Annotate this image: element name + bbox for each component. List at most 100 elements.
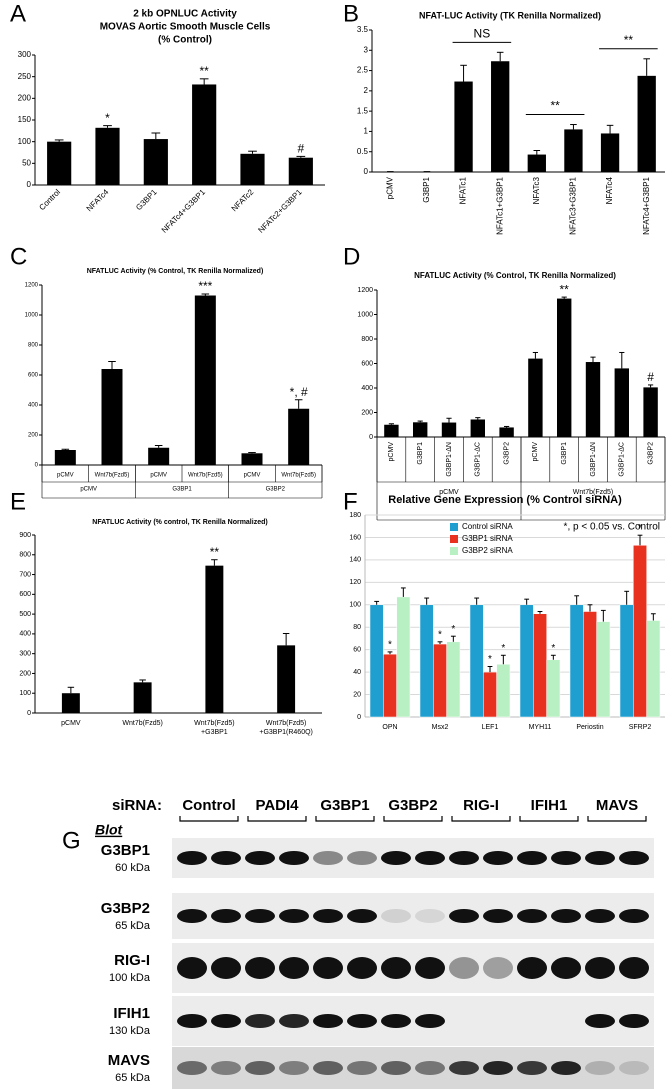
blot-band: [551, 909, 581, 923]
blot-band: [177, 909, 207, 923]
x-tick-label: NFATc4: [85, 187, 111, 213]
error-bar: [648, 384, 654, 388]
y-tick-label: 800: [19, 552, 31, 559]
blot-band: [279, 957, 309, 979]
y-tick-label: 200: [19, 670, 31, 677]
x-tick-label: G3BP1-ΔN: [590, 442, 597, 477]
blot-band: [313, 851, 343, 865]
blot-band: [279, 1061, 309, 1075]
blot-band: [313, 957, 343, 979]
blot-band: [551, 851, 581, 865]
blot-band: [381, 957, 411, 979]
blot-band: [177, 851, 207, 865]
y-tick-label: 40: [353, 669, 361, 676]
bar: [614, 368, 629, 437]
x-tick-label: LEF1: [482, 724, 499, 731]
lane-label: PADI4: [255, 797, 299, 814]
bar: [441, 422, 457, 437]
blot-band: [347, 1014, 377, 1028]
significance-label: *: [388, 640, 392, 651]
x-tick-label: pCMV: [385, 176, 394, 199]
size-label: 65 kDa: [115, 1072, 151, 1084]
blot-band: [619, 1014, 649, 1028]
y-tick-label: 900: [19, 532, 31, 539]
error-bar: [294, 399, 303, 409]
blot-band: [517, 909, 547, 923]
error-bar: [248, 150, 257, 154]
error-bar: [248, 452, 256, 454]
error-bar: [54, 139, 64, 142]
chart-title: 2 kb OPNLUC Activity: [133, 9, 237, 20]
blot-band: [381, 1014, 411, 1028]
x-tick-label: G3BP1-ΔC: [619, 442, 626, 477]
blot-band: [619, 1061, 649, 1075]
blot-band: [415, 1061, 445, 1075]
x-tick-label: G3BP1-ΔC: [475, 442, 482, 477]
error-bar: [561, 296, 567, 299]
blot-strip: [172, 1047, 654, 1089]
blot-band: [585, 957, 615, 979]
chart-title: (% Control): [158, 35, 212, 46]
bar: [383, 653, 397, 718]
bar: [470, 419, 485, 437]
significance-label: *: [451, 624, 455, 635]
x-tick-label: Periostin: [576, 724, 603, 731]
bar: [564, 129, 583, 172]
bar: [619, 604, 634, 718]
error-bar: [600, 609, 606, 622]
error-bar: [624, 590, 630, 605]
x-tick-label: NFATc4: [605, 176, 614, 204]
y-tick-label: 0.5: [357, 147, 369, 156]
protein-label: G3BP1: [101, 842, 150, 859]
chart-title: Relative Gene Expression (% Control siRN…: [388, 494, 622, 506]
error-bar: [487, 666, 493, 673]
protein-label: RIG-I: [114, 952, 150, 969]
blot-band: [313, 1014, 343, 1028]
protein-label: IFIH1: [113, 1005, 150, 1022]
bar: [396, 596, 411, 718]
x-tick-label: NFATc1+G3BP1: [495, 176, 504, 234]
significance-label: #: [647, 370, 654, 384]
error-bar: [460, 64, 467, 82]
error-bar: [282, 632, 290, 646]
y-tick-label: 300: [19, 651, 31, 658]
bar: [101, 369, 123, 465]
blot-band: [381, 1061, 411, 1075]
blot-band: [279, 851, 309, 865]
bar: [369, 604, 384, 718]
blot-band: [619, 851, 649, 865]
error-bar: [504, 425, 510, 428]
y-tick-label: 180: [349, 512, 361, 519]
bar: [585, 362, 601, 437]
size-label: 60 kDa: [115, 862, 151, 874]
bar: [148, 447, 170, 465]
significance-label: #: [297, 142, 304, 156]
significance-label: **: [210, 545, 220, 559]
x-tick-label: pCMV: [150, 473, 167, 479]
y-tick-label: 1200: [25, 283, 39, 289]
bar: [483, 671, 497, 718]
y-tick-label: 1000: [357, 311, 373, 318]
legend-label: Control siRNA: [462, 522, 513, 531]
bar: [288, 408, 310, 465]
panel-letter: F: [343, 488, 358, 515]
error-bar: [524, 598, 530, 605]
bar: [528, 358, 543, 437]
lane-label: G3BP2: [388, 797, 437, 814]
significance-label: *: [501, 643, 505, 654]
chart-title: NFATLUC Activity (% Control, TK Renilla …: [414, 271, 616, 280]
bar: [133, 682, 152, 713]
blot-band: [585, 851, 615, 865]
panel-letter: C: [10, 243, 27, 270]
blot-strip: [172, 838, 654, 878]
bar: [288, 157, 313, 185]
legend-swatch: [450, 535, 458, 543]
x-tick-label: NFATc2+G3BP1: [256, 187, 304, 235]
bar: [277, 645, 296, 713]
significance-label: *: [438, 629, 442, 640]
error-bar: [587, 604, 593, 612]
lane-label: RIG-I: [463, 797, 499, 814]
lane-bracket: [383, 816, 443, 822]
y-tick-label: 0: [27, 180, 32, 189]
blot-band: [449, 851, 479, 865]
